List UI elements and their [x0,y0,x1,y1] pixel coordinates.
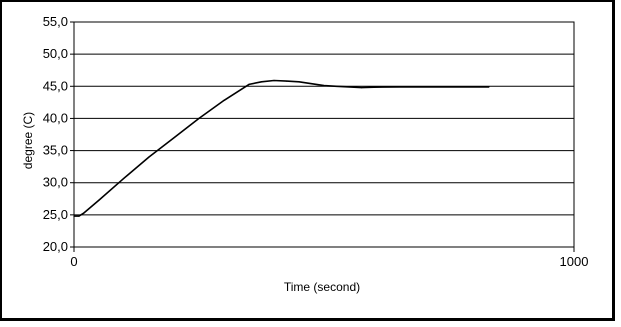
data-point [78,215,80,217]
data-point [98,199,100,201]
data-point [298,81,300,83]
x-tick-label: 1000 [560,254,589,269]
data-point [273,79,275,82]
data-point [335,85,338,87]
y-tick-label: 25,0 [43,207,68,222]
data-point [448,86,450,88]
y-tick-label: 40,0 [43,110,68,125]
data-point [73,215,75,217]
x-axis-label: Time (second) [284,280,360,294]
data-point [423,86,425,88]
tick-layer: 20,0 25,0 30,0 35,0 40,0 45,0 50,0 55,0 0 1000 [43,14,589,269]
y-tick-label: 20,0 [43,239,68,254]
data-point [148,156,150,158]
data-point [248,83,250,85]
data-point [198,117,200,119]
data-point [473,86,475,88]
y-tick-label: 50,0 [43,46,68,61]
y-tick-label: 30,0 [43,175,68,190]
data-point [260,81,263,83]
data-point [398,86,400,88]
data-point [310,83,313,85]
y-axis-label: degree (C) [21,112,35,169]
grid-layer [74,53,574,216]
y-tick-label: 35,0 [43,143,68,158]
data-point [173,137,175,139]
data-point [83,212,85,214]
series-layer [73,79,490,217]
data-point [323,85,325,87]
y-tick-label: 55,0 [43,14,68,29]
y-tick-label: 45,0 [43,78,68,93]
data-point [223,99,225,101]
data-point [123,177,125,179]
data-point [285,80,288,82]
x-tick-label: 0 [70,254,77,269]
series-line [74,79,489,217]
data-point [360,87,363,89]
chart-frame [0,0,615,321]
data-point [373,86,375,88]
data-point [348,86,350,88]
plot-area-border [73,21,575,248]
data-point [488,86,490,88]
